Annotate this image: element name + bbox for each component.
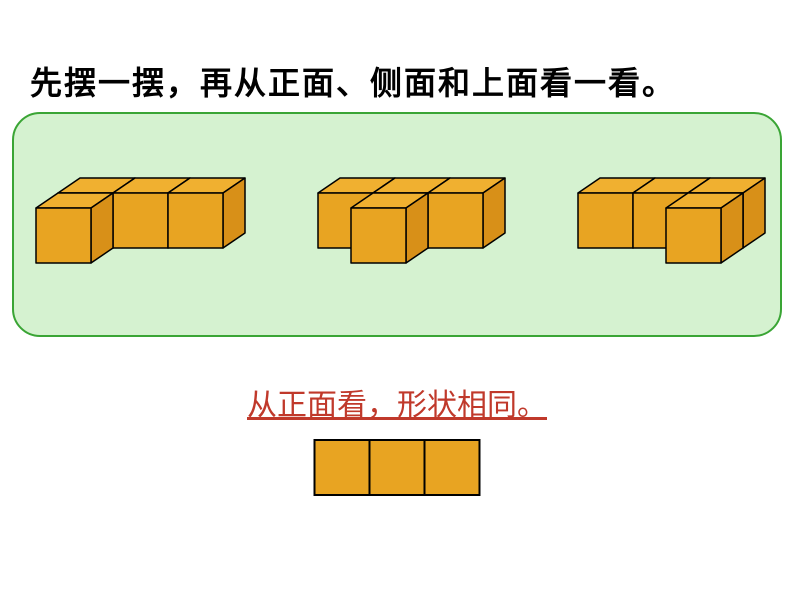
group-1 [34, 176, 247, 265]
group-2 [294, 176, 507, 265]
group-3 [554, 176, 767, 265]
front-view-diagram [313, 438, 482, 497]
front-view-label: 从正面看，形状相同。 [0, 380, 794, 424]
instruction-title: 先摆一摆，再从正面、侧面和上面看一看。 [30, 58, 774, 104]
